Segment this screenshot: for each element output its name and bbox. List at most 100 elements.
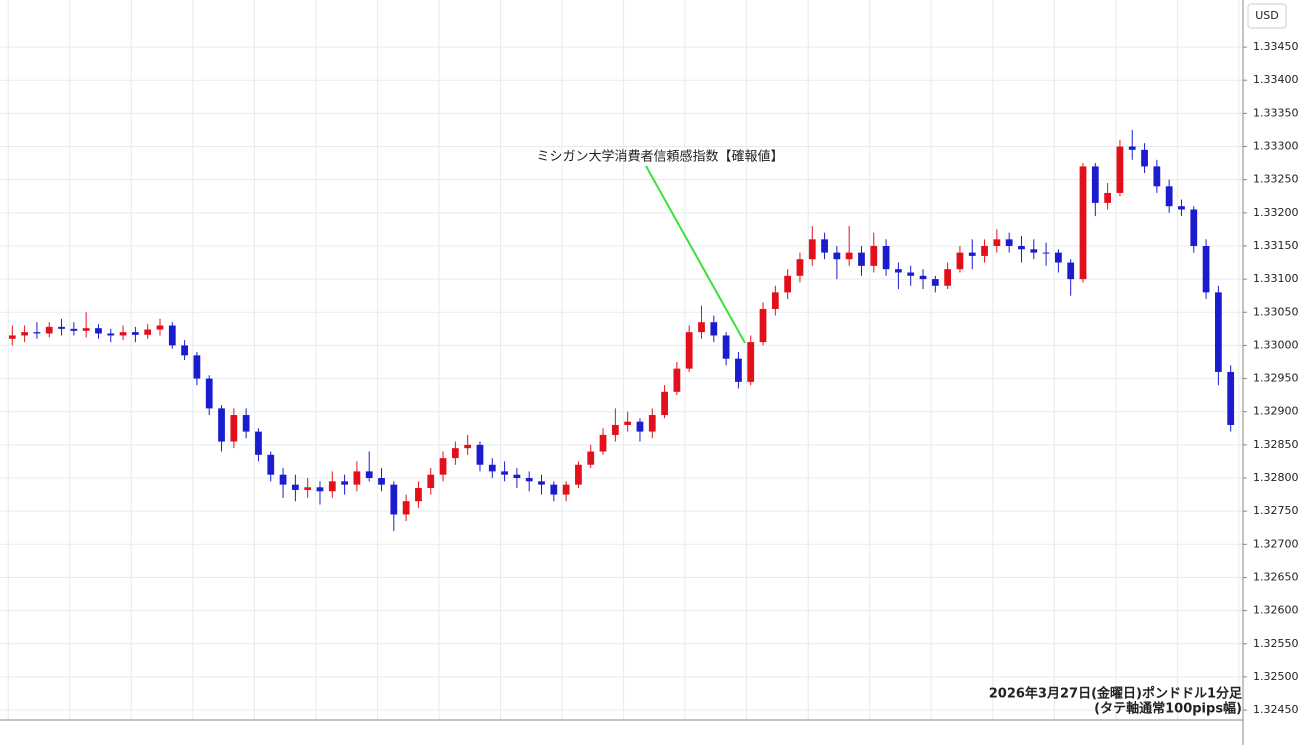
candle-body	[796, 259, 804, 276]
candle-body	[279, 474, 287, 485]
y-axis: 1.32450 1.32500 1.32550 1.32600 1.32650 1.327…	[1243, 40, 1299, 716]
candle-body	[1067, 262, 1075, 280]
annotation: ミシガン大学消費者信頼感指数【確報値】	[536, 149, 783, 165]
candle-body	[1227, 371, 1235, 425]
candle-body	[70, 328, 78, 331]
candles	[8, 129, 1235, 532]
candle-body	[636, 421, 644, 432]
y-tick-label: 1.32600	[1253, 604, 1299, 617]
candle-body	[710, 322, 718, 336]
candle-body	[378, 478, 385, 485]
candle-body	[1030, 249, 1038, 253]
candle-body	[698, 322, 705, 333]
candle-body	[858, 252, 865, 266]
candle-body	[956, 252, 964, 270]
candle-body	[1079, 166, 1087, 280]
candle-body	[870, 245, 878, 266]
candle-body	[1005, 239, 1013, 246]
candle-body	[981, 245, 988, 256]
grid	[0, 0, 1243, 720]
candle-body	[648, 415, 656, 432]
candle-body	[513, 474, 521, 479]
candle-body	[95, 328, 102, 334]
currency-label: USD	[1255, 9, 1279, 22]
candle-body	[427, 474, 435, 488]
candle-body	[316, 487, 324, 492]
candle-body	[439, 458, 447, 475]
candle-body	[1178, 206, 1185, 210]
candle-body	[525, 478, 533, 482]
candle-body	[390, 484, 398, 515]
candle-body	[488, 464, 496, 472]
candle-body	[144, 329, 152, 335]
candle-body	[587, 451, 595, 465]
candle-body	[131, 332, 139, 335]
y-tick-label: 1.32950	[1253, 372, 1299, 385]
candle-body	[599, 434, 607, 452]
candle-body	[895, 269, 902, 273]
candle-body	[8, 335, 16, 339]
candle-body	[550, 484, 558, 495]
y-tick-label: 1.32750	[1253, 504, 1299, 517]
candle-body	[1141, 149, 1148, 167]
y-tick-label: 1.32900	[1253, 405, 1299, 418]
y-tick-label: 1.33050	[1253, 305, 1299, 318]
candle-body	[45, 326, 53, 334]
y-tick-label: 1.33250	[1253, 173, 1299, 186]
y-tick-label: 1.32850	[1253, 438, 1299, 451]
candle-body	[168, 325, 176, 346]
y-tick-label: 1.33300	[1253, 140, 1299, 153]
y-tick-label: 1.33200	[1253, 206, 1299, 219]
candle-body	[661, 391, 668, 416]
candle-body	[784, 275, 792, 293]
candle-body	[156, 325, 164, 330]
y-tick-label: 1.32700	[1253, 537, 1299, 550]
y-tick-label: 1.33000	[1253, 338, 1299, 351]
currency-box	[1247, 3, 1287, 29]
candle-body	[119, 332, 127, 336]
candle-body	[1091, 166, 1099, 203]
candle-body	[415, 487, 422, 502]
candle-body	[821, 239, 828, 253]
caption: 2026年3月27日(金曜日)ポンドドル1分足	[989, 686, 1243, 702]
candle-body	[833, 252, 841, 260]
y-tick-label: 1.32550	[1253, 637, 1299, 650]
candle-body	[968, 252, 976, 256]
candle-body	[1042, 252, 1050, 254]
candle-body	[291, 484, 299, 490]
y-tick-label: 1.33400	[1253, 73, 1299, 86]
candle-body	[1104, 192, 1112, 203]
candle-body	[267, 454, 275, 475]
candle-body	[1190, 209, 1198, 246]
candle-body	[919, 275, 927, 280]
candle-body	[33, 332, 41, 334]
y-tick-label: 1.33100	[1253, 272, 1299, 285]
candle-body	[365, 471, 373, 479]
candle-body	[402, 501, 410, 515]
candle-body	[611, 424, 619, 435]
candle-body	[82, 328, 90, 331]
candle-body	[1165, 186, 1173, 207]
candle-body	[624, 421, 632, 425]
candle-body	[230, 415, 238, 442]
candle-body	[1153, 166, 1161, 187]
candle-body	[107, 333, 115, 336]
candle-body	[242, 415, 250, 432]
candle-body	[476, 444, 484, 465]
candle-body	[931, 279, 939, 286]
candle-body	[304, 487, 312, 490]
candle-body	[1116, 146, 1124, 193]
candle-body	[1128, 146, 1136, 150]
candle-body	[218, 408, 225, 442]
candle-body	[1018, 245, 1025, 250]
candle-body	[1202, 245, 1210, 293]
candle-body	[808, 239, 816, 260]
candle-body	[673, 368, 681, 392]
candle-body	[21, 332, 28, 336]
candle-body	[562, 484, 570, 495]
candle-body	[341, 481, 348, 485]
y-tick-label: 1.33150	[1253, 239, 1299, 252]
candle-body	[882, 245, 890, 270]
y-tick-label: 1.32800	[1253, 471, 1299, 484]
